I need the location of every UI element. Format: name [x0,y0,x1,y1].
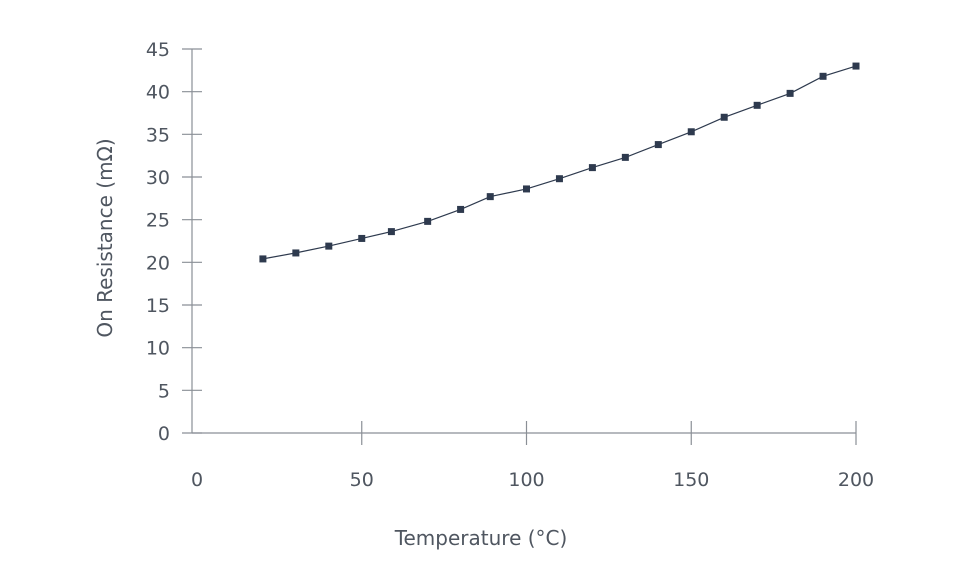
data-point-marker [654,141,662,149]
data-point-marker [555,175,563,183]
data-point-marker [358,234,366,242]
y-tick-label: 25 [146,210,170,232]
y-tick-label: 40 [146,82,170,104]
x-tick-label: 100 [508,469,544,491]
y-tick-label: 45 [146,39,170,61]
data-point-marker [486,193,494,201]
x-axis-title: Temperature (°C) [394,526,568,550]
series-group [259,62,860,263]
data-point-marker [523,185,530,193]
y-tick-label: 20 [146,252,170,274]
x-tick-label: 50 [350,469,374,491]
data-point-marker [457,205,465,213]
y-tick-label: 15 [146,295,170,317]
data-point-marker [687,128,695,136]
axes [191,49,856,434]
x-ticks: 0 50 100 150 200 [191,421,874,491]
y-tick-label: 30 [146,167,170,189]
data-point-marker [387,228,395,236]
data-point-marker [819,72,827,80]
data-point-marker [588,164,596,172]
data-point-marker [720,113,728,121]
data-point-marker [424,217,432,225]
data-point-marker [259,255,267,263]
x-tick-label: 200 [838,469,874,491]
data-point-marker [621,153,629,161]
x-tick-label: 150 [673,469,709,491]
data-point-marker [753,101,761,109]
y-ticks: 0 5 10 15 20 25 30 35 40 45 [146,39,202,445]
data-point-marker [325,242,333,250]
data-point-marker [292,249,300,257]
data-point-marker [786,89,794,97]
y-tick-label: 0 [158,423,170,445]
y-axis-title: On Resistance (mΩ) [93,138,117,337]
y-tick-label: 35 [146,124,170,146]
x-tick-label: 0 [191,469,203,491]
series-line [262,65,857,260]
data-point-marker [852,62,860,70]
y-tick-label: 10 [146,338,170,360]
y-tick-label: 5 [158,380,170,402]
